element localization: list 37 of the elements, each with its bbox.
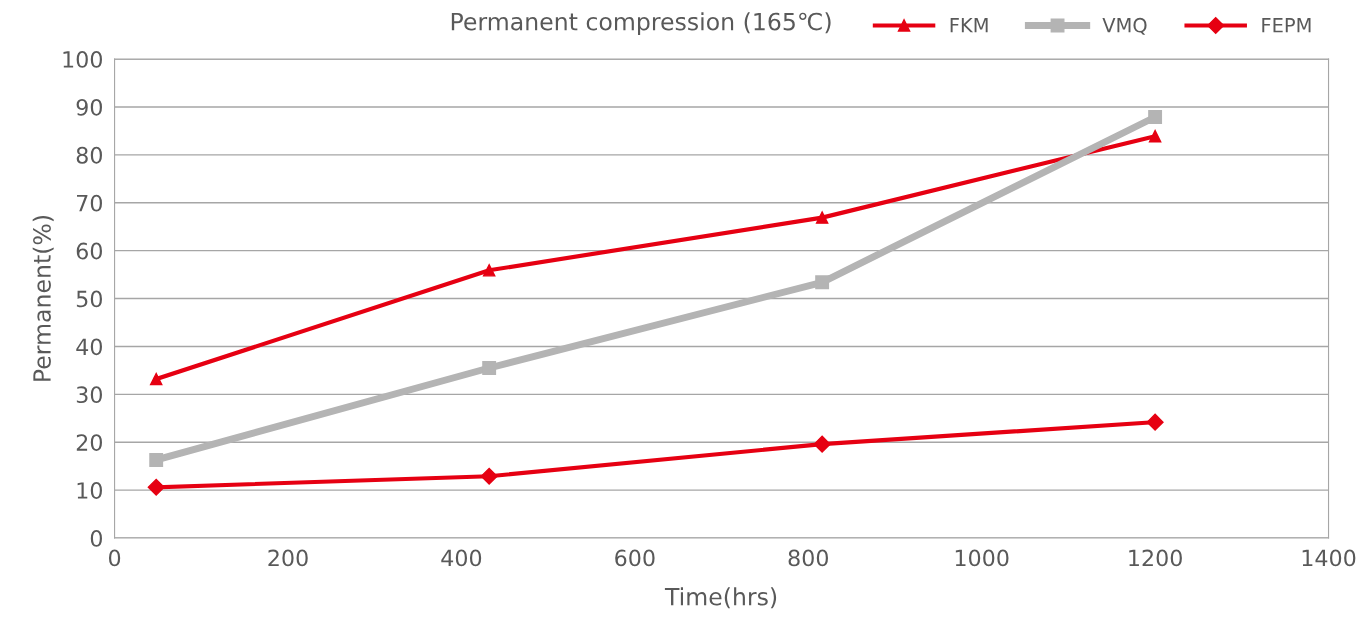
point: [482, 361, 497, 375]
y-tick-label: 90: [76, 98, 102, 116]
legend-label: FEPM: [1262, 18, 1311, 33]
x-tick-label: 0: [108, 549, 121, 567]
point: [149, 372, 163, 386]
y-tick-label: 100: [63, 51, 102, 68]
chart-title: Permanent compression (165℃): [451, 12, 831, 36]
point: [815, 211, 829, 224]
y-tick-label: 10: [77, 482, 102, 499]
x-tick-label: 200: [268, 549, 308, 567]
point: [813, 435, 831, 453]
x-tick-label: 1400: [1302, 549, 1356, 567]
legend-label: VMQ: [1102, 17, 1147, 35]
point: [147, 478, 165, 496]
y-tick-label: 20: [76, 434, 102, 451]
y-tick-label: 0: [90, 529, 102, 547]
point: [480, 467, 498, 485]
x-axis-title: Time(hrs): [664, 587, 777, 609]
x-tick-label: 1000: [955, 549, 1009, 567]
y-tick-label: 80: [76, 146, 102, 164]
point: [1148, 129, 1162, 143]
point: [1146, 413, 1164, 431]
point: [149, 453, 164, 467]
x-tick-label: 1200: [1129, 549, 1182, 567]
x-tick-label: 800: [788, 549, 828, 567]
y-tick-label: 60: [76, 242, 102, 260]
legend-label: FKM: [950, 18, 988, 33]
point: [1148, 110, 1163, 124]
y-tick-label: 50: [76, 290, 102, 308]
y-tick-label: 40: [76, 338, 102, 356]
x-tick-label: 400: [441, 549, 482, 567]
y-tick-label: 30: [76, 386, 102, 404]
y-tick-label: 70: [77, 194, 102, 212]
x-tick-label: 600: [615, 549, 655, 567]
y-axis-title: Permanent(%): [32, 215, 54, 381]
point: [482, 264, 496, 277]
point: [815, 275, 830, 290]
